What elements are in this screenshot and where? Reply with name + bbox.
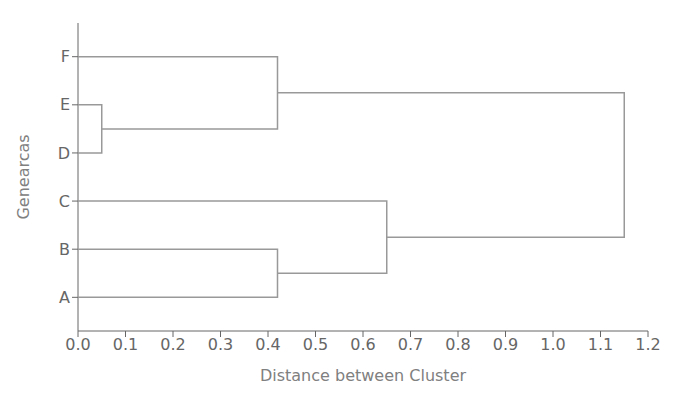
svg-text:0.6: 0.6 (350, 335, 375, 354)
svg-text:0.1: 0.1 (113, 335, 138, 354)
svg-text:0.0: 0.0 (65, 335, 90, 354)
svg-text:0.3: 0.3 (208, 335, 233, 354)
svg-text:0.4: 0.4 (255, 335, 280, 354)
svg-text:1.2: 1.2 (635, 335, 660, 354)
svg-text:1.0: 1.0 (540, 335, 565, 354)
svg-text:F: F (61, 47, 70, 66)
svg-text:Genearcas: Genearcas (14, 134, 33, 219)
svg-text:E: E (60, 95, 70, 114)
svg-text:0.8: 0.8 (445, 335, 470, 354)
svg-text:0.5: 0.5 (303, 335, 328, 354)
svg-text:0.7: 0.7 (398, 335, 423, 354)
svg-text:0.2: 0.2 (160, 335, 185, 354)
svg-text:C: C (59, 192, 70, 211)
svg-text:A: A (59, 288, 70, 307)
svg-text:Distance between Cluster: Distance between Cluster (260, 366, 467, 385)
svg-text:0.9: 0.9 (493, 335, 518, 354)
svg-text:1.1: 1.1 (588, 335, 613, 354)
svg-text:D: D (58, 144, 70, 163)
svg-text:B: B (59, 240, 70, 259)
